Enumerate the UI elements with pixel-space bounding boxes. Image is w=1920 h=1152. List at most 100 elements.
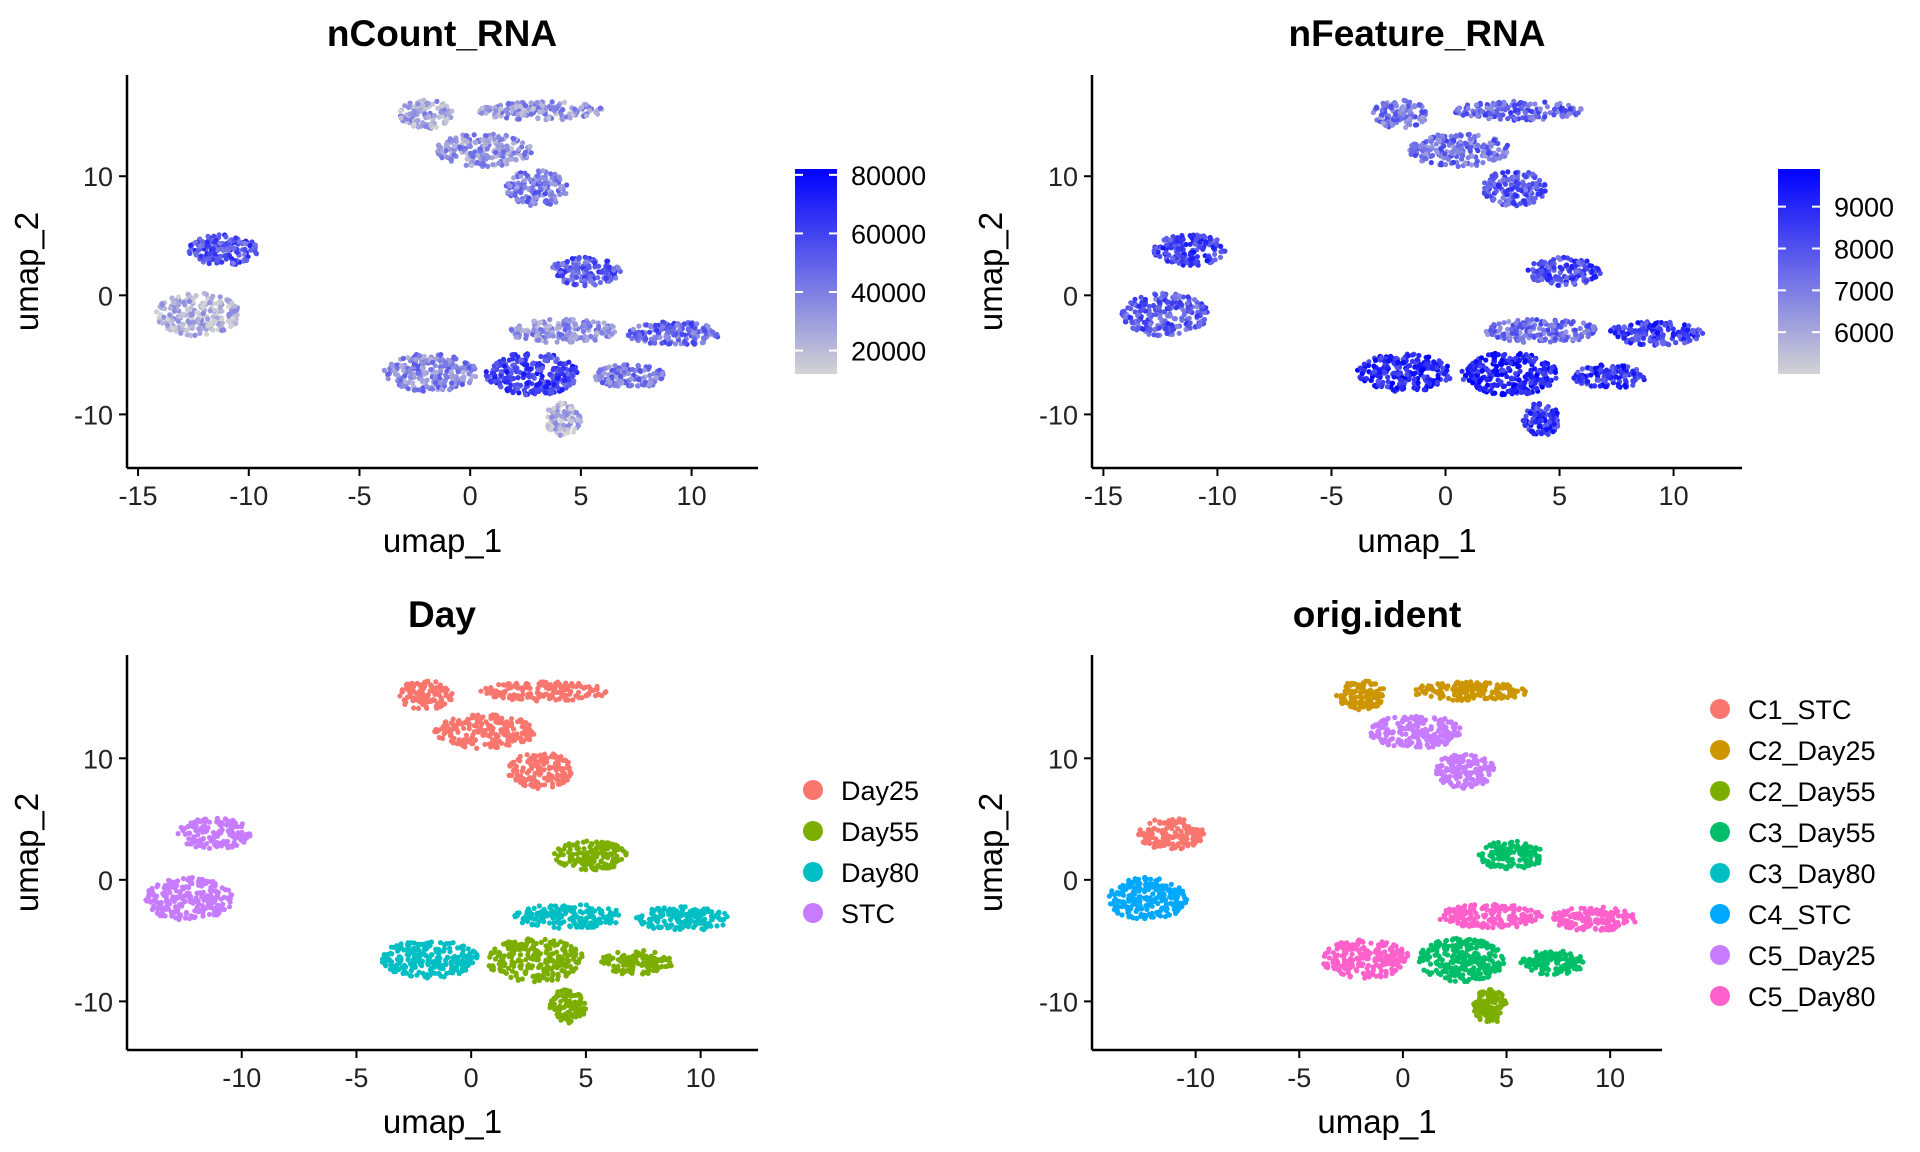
cell-point (1155, 305, 1161, 311)
cell-point (1523, 174, 1529, 180)
cell-point (505, 189, 511, 195)
cell-point (504, 369, 510, 375)
cell-point (508, 375, 514, 381)
cell-point (415, 363, 421, 369)
cell-point (1409, 352, 1416, 358)
cell-point (1450, 159, 1456, 165)
cell-point (1573, 331, 1579, 337)
cell-point (187, 319, 193, 325)
cell-point (471, 132, 477, 138)
cell-point (1500, 367, 1506, 374)
cell-point (552, 171, 558, 177)
cell-point (538, 353, 544, 360)
cell-point (1484, 377, 1490, 383)
cell-point (1534, 317, 1540, 323)
cell-point (1511, 201, 1517, 207)
cell-point (1460, 376, 1466, 382)
cell-point (1583, 278, 1590, 284)
cell-point (1164, 330, 1170, 336)
cell-point (191, 834, 197, 840)
cell-cluster (186, 232, 259, 267)
cell-point (1530, 171, 1536, 177)
cell-point (1412, 152, 1418, 158)
cell-point (483, 369, 489, 375)
cell-point (682, 338, 688, 345)
cell-point (1186, 315, 1192, 321)
cell-point (570, 380, 576, 386)
cell-point (467, 150, 474, 156)
cell-point (500, 356, 507, 362)
cell-point (1500, 112, 1506, 118)
cell-point (1135, 318, 1141, 324)
cell-point (206, 260, 212, 267)
cell-point (537, 185, 544, 191)
cell-point (647, 372, 653, 378)
cell-point (530, 105, 537, 111)
cell-point (401, 697, 407, 703)
cell-point (205, 316, 211, 322)
cell-point (160, 891, 166, 897)
cell-point (1543, 406, 1549, 412)
cell-point (1540, 327, 1546, 333)
cell-point (1390, 387, 1396, 393)
cell-point (1181, 312, 1187, 318)
cell-point (1513, 320, 1519, 326)
cell-point (200, 889, 206, 895)
cell-point (171, 299, 177, 305)
cell-point (559, 273, 566, 279)
cell-point (175, 318, 181, 324)
cell-point (557, 331, 563, 337)
cell-point (596, 323, 602, 330)
cell-point (469, 159, 475, 165)
cell-point (1491, 137, 1497, 143)
cell-point (1379, 107, 1385, 113)
cell-point (1406, 376, 1412, 382)
cell-point (186, 875, 192, 881)
cell-point (594, 111, 601, 117)
cell-point (636, 377, 642, 383)
cell-point (182, 831, 188, 837)
cell-point (590, 319, 597, 325)
cell-point (179, 903, 185, 909)
cell-point (1520, 418, 1526, 424)
cell-point (438, 109, 444, 115)
cell-point (1534, 385, 1540, 391)
cell-point (1147, 326, 1153, 333)
cell-point (1558, 324, 1564, 330)
cell-point (558, 417, 564, 424)
cell-point (400, 355, 406, 362)
cell-point (637, 332, 643, 338)
cell-point (198, 839, 204, 845)
cell-point (492, 149, 499, 155)
cell-point (1547, 369, 1553, 375)
cell-point (566, 325, 572, 331)
cell-point (225, 318, 231, 324)
cell-point (193, 844, 199, 850)
cell-point (1491, 196, 1497, 202)
cell-point (535, 367, 541, 373)
cell-point (549, 414, 555, 420)
cell-point (595, 275, 601, 281)
panel-ncount-rna: nCount_RNA-15 -10 -5 0 5 10-10010umap_1umap_2… (8, 13, 926, 559)
cell-point (413, 356, 419, 363)
cell-point (1589, 268, 1595, 274)
cell-point (1194, 303, 1200, 310)
cell-point (606, 364, 613, 370)
cell-point (611, 267, 617, 273)
cell-point (164, 322, 171, 328)
cell-point (659, 372, 665, 378)
cell-point (188, 894, 194, 900)
cell-point (1563, 281, 1569, 287)
panel-nfeature-rna: nFeature_RNA-15 -10 -5 0 5 10-10010umap_1umap… (972, 13, 1894, 559)
cell-point (532, 195, 538, 201)
cell-point (169, 325, 175, 331)
cell-point (561, 190, 567, 196)
cell-point (637, 368, 643, 374)
cell-point (241, 240, 247, 246)
cell-point (1564, 262, 1570, 268)
cell-point (391, 368, 397, 374)
cell-cluster (1481, 169, 1548, 209)
cell-point (1495, 334, 1501, 340)
cell-point (1194, 236, 1200, 242)
cell-point (473, 373, 479, 380)
